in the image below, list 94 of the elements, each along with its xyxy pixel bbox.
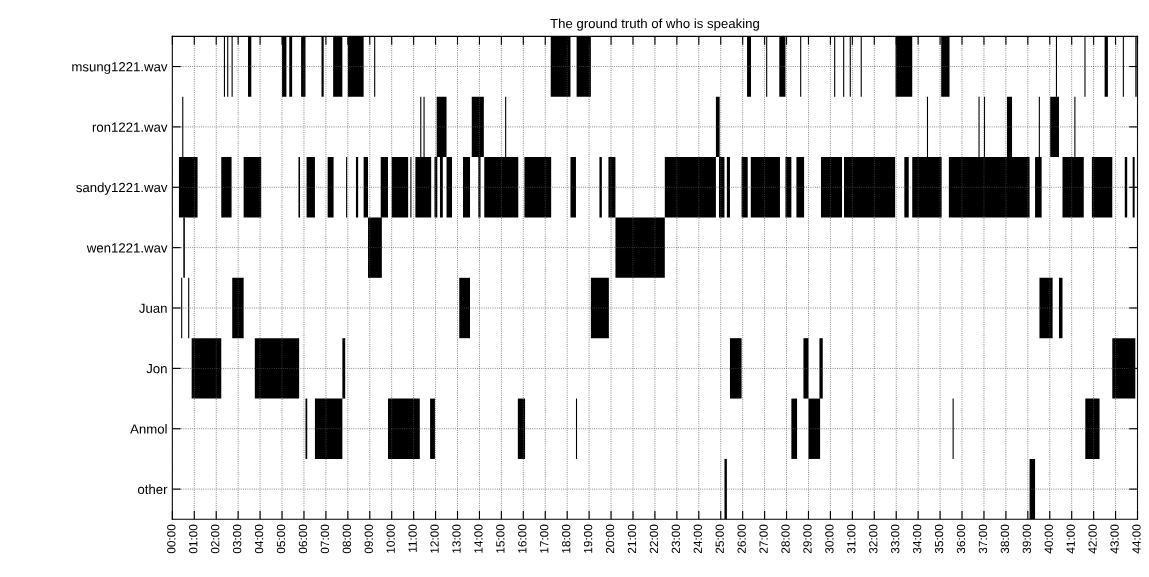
bar [570, 157, 576, 218]
x-tick-label: 25:00 [715, 524, 724, 554]
bar [844, 157, 896, 218]
bar [363, 157, 369, 218]
x-tick-label: 27:00 [759, 524, 768, 554]
x-tick-label: 14:00 [474, 524, 483, 553]
x-tick-label: 08:00 [342, 524, 351, 554]
x-tick-label: 12:00 [430, 524, 439, 553]
bar [254, 338, 300, 399]
x-tick-label: 35:00 [934, 524, 944, 554]
x-tick-label: 04:00 [254, 524, 264, 554]
bar [430, 398, 435, 459]
x-tick-label: 23:00 [671, 524, 681, 554]
y-tick-label: other [137, 484, 168, 495]
x-tick-label: 43:00 [1110, 524, 1119, 554]
x-tick-label: 22:00 [649, 524, 659, 554]
x-tick-label: 11:00 [408, 524, 417, 552]
x-tick-label: 36:00 [956, 524, 966, 554]
bar [750, 157, 780, 218]
x-tick-label: 37:00 [978, 524, 988, 554]
bar [327, 157, 334, 218]
bar [599, 157, 602, 218]
bar [355, 157, 359, 218]
y-tick-label: Anmol [130, 423, 167, 434]
x-tick-label: 41:00 [1066, 524, 1075, 554]
x-tick-label: 10:00 [386, 524, 395, 553]
x-tick-label: 20:00 [605, 524, 615, 554]
x-tick-label: 13:00 [452, 524, 461, 553]
bar [664, 157, 716, 218]
bar [1112, 338, 1136, 399]
bar [615, 217, 665, 278]
x-tick-label: 09:00 [364, 524, 373, 554]
bar [391, 157, 409, 218]
bar [191, 338, 222, 399]
x-tick-label: 42:00 [1088, 524, 1097, 554]
bar [221, 157, 232, 218]
bar [729, 338, 742, 399]
x-tick-label: 40:00 [1044, 524, 1053, 554]
x-tick-label: 15:00 [496, 524, 505, 553]
bar [741, 157, 748, 218]
bar [462, 157, 471, 218]
y-tick-label: Jon [146, 364, 167, 374]
bar [1091, 157, 1113, 218]
bar [791, 398, 798, 459]
bar [785, 157, 792, 218]
chart-title: The ground truth of who is speaking [550, 18, 759, 31]
x-tick-label: 39:00 [1022, 524, 1031, 554]
bar [524, 157, 552, 218]
x-tick-label: 44:00 [1132, 524, 1141, 554]
x-tick-label: 29:00 [803, 524, 812, 554]
bar [314, 398, 343, 459]
bar [459, 277, 471, 339]
bar [726, 157, 730, 218]
y-tick-label: ron1221.wav [92, 122, 168, 132]
x-tick-label: 18:00 [562, 524, 571, 553]
x-tick-label: 06:00 [298, 524, 308, 554]
x-tick-label: 26:00 [737, 524, 746, 554]
x-tick-label: 16:00 [518, 524, 527, 553]
y-tick-label: Juan [139, 303, 167, 313]
bar [590, 277, 609, 339]
bar [1085, 398, 1100, 459]
bar [446, 157, 453, 218]
x-tick-label: 30:00 [825, 524, 834, 554]
bar [306, 157, 315, 218]
y-tick-label: msung1221.wav [72, 62, 168, 75]
x-tick-label: 19:00 [583, 524, 593, 553]
x-tick-label: 21:00 [627, 524, 637, 554]
x-tick-label: 00:00 [167, 524, 176, 554]
x-tick-label: 28:00 [781, 524, 790, 554]
bar [232, 277, 244, 339]
bar [243, 157, 262, 218]
x-tick-label: 07:00 [320, 524, 330, 554]
x-tick-label: 38:00 [1000, 524, 1010, 554]
x-tick-label: 31:00 [847, 524, 856, 554]
bar [1039, 277, 1053, 339]
x-tick-label: 03:00 [232, 524, 242, 554]
x-tick-label: 32:00 [869, 524, 878, 554]
bar [387, 398, 420, 459]
x-tick-label: 24:00 [693, 524, 702, 554]
x-tick-label: 17:00 [540, 524, 549, 553]
bar [803, 338, 809, 399]
bar [342, 338, 346, 399]
y-tick-label: sandy1221.wav [76, 182, 168, 195]
x-tick-label: 33:00 [891, 524, 900, 554]
x-tick-label: 05:00 [276, 524, 286, 554]
x-tick-label: 34:00 [912, 524, 922, 554]
bar [434, 157, 438, 218]
x-tick-label: 02:00 [211, 524, 220, 554]
bar [517, 398, 526, 459]
y-tick-label: wen1221.wav [86, 243, 168, 253]
bar [820, 157, 843, 218]
bar [904, 157, 909, 218]
bar [796, 157, 805, 218]
x-tick-label: 01:00 [189, 524, 198, 554]
